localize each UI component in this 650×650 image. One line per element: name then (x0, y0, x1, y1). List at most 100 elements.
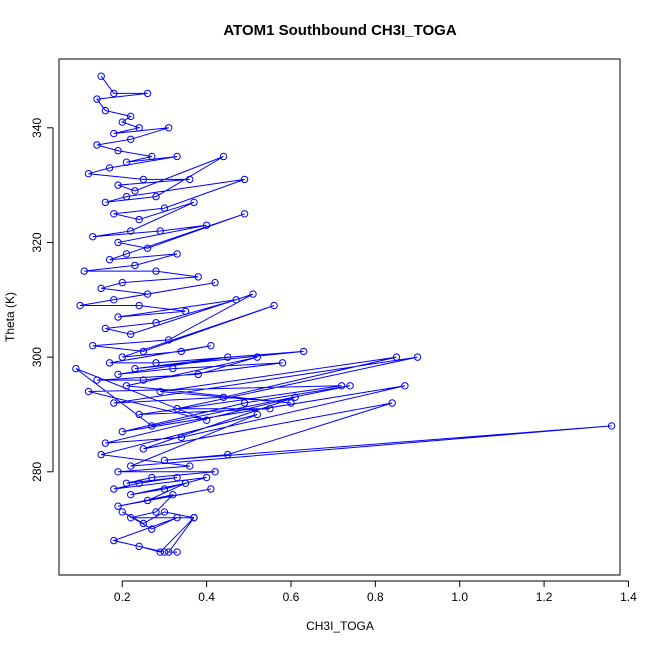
data-point (152, 267, 160, 275)
data-point (240, 399, 249, 407)
data-point (80, 267, 89, 275)
data-point (84, 169, 93, 178)
data-point (127, 462, 135, 470)
data-point (169, 364, 177, 373)
data-point (148, 473, 156, 482)
data-point (84, 387, 93, 396)
data-point (190, 513, 198, 522)
data-point (173, 473, 181, 482)
y-tick-label: 320 (30, 232, 44, 252)
data-point (118, 427, 126, 436)
data-point (127, 491, 135, 499)
data-point (143, 290, 152, 298)
data-point (114, 502, 122, 510)
data-point (122, 479, 131, 487)
data-point (202, 416, 211, 424)
data-point (194, 273, 202, 281)
data-point (152, 319, 160, 327)
x-tick-label: 1.4 (620, 590, 637, 604)
data-point (89, 341, 97, 350)
data-point (392, 353, 401, 361)
data-point (110, 485, 118, 493)
data-point (337, 382, 346, 390)
data-point (232, 296, 240, 304)
data-point (160, 456, 169, 465)
data-point (114, 468, 122, 476)
data-point (110, 399, 118, 407)
data-point (164, 548, 173, 556)
data-point (169, 491, 177, 499)
data-point (164, 124, 173, 132)
data-point (270, 301, 278, 310)
y-axis: 280 300 320 340 (30, 117, 54, 482)
data-point (173, 152, 181, 161)
data-point (110, 89, 118, 98)
data-point (202, 473, 211, 482)
data-point (135, 479, 143, 487)
data-point (224, 450, 232, 459)
y-axis-label: Theta (K) (3, 292, 17, 342)
data-point (114, 313, 122, 321)
data-point (190, 198, 198, 207)
data-point (93, 141, 101, 149)
data-point (114, 370, 122, 379)
x-tick-label: 0.8 (367, 590, 384, 604)
x-tick-label: 1.2 (536, 590, 553, 604)
data-point (173, 250, 181, 258)
data-point (186, 462, 194, 470)
data-point (156, 387, 164, 396)
data-point (388, 399, 396, 407)
data-point (160, 548, 169, 556)
data-point (76, 301, 84, 310)
data-point (207, 485, 215, 493)
data-point (101, 106, 110, 115)
data-point (105, 164, 114, 172)
data-point (224, 353, 232, 361)
data-point (143, 89, 152, 98)
data-point (186, 175, 194, 184)
data-point (135, 124, 143, 132)
data-point (266, 405, 274, 413)
data-point (139, 445, 148, 453)
data-point (160, 485, 169, 493)
series-line (75, 75, 612, 553)
data-point (181, 307, 190, 315)
data-point (135, 410, 143, 419)
data-point (173, 513, 181, 522)
data-point (127, 135, 135, 143)
data-point (160, 508, 169, 516)
data-point (148, 525, 156, 533)
data-point (253, 410, 261, 419)
x-tick-label: 0.6 (283, 590, 300, 604)
data-point (219, 152, 228, 161)
data-point (211, 278, 219, 287)
data-point (173, 548, 181, 556)
y-tick-label: 300 (30, 347, 44, 367)
data-point (122, 192, 131, 201)
plot-frame (58, 58, 621, 576)
data-point (118, 118, 126, 126)
data-point (131, 364, 139, 373)
data-point (101, 439, 110, 447)
data-point (139, 347, 148, 356)
data-point (122, 382, 131, 390)
data-point (101, 324, 110, 333)
data-point (181, 479, 190, 487)
data-point (143, 244, 152, 252)
data-point (118, 353, 126, 361)
x-tick-label: 0.4 (198, 590, 215, 604)
data-point (114, 147, 122, 155)
data-point (72, 364, 80, 373)
data-point (346, 382, 354, 390)
data-point (97, 284, 105, 293)
data-point (89, 233, 97, 241)
data-point (122, 250, 131, 258)
data-point (139, 519, 148, 528)
data-point (110, 536, 118, 545)
data-point (148, 422, 156, 430)
data-point (105, 359, 114, 367)
data-point (177, 433, 186, 442)
data-point (152, 192, 160, 201)
data-point (249, 290, 257, 298)
data-point (143, 496, 152, 505)
